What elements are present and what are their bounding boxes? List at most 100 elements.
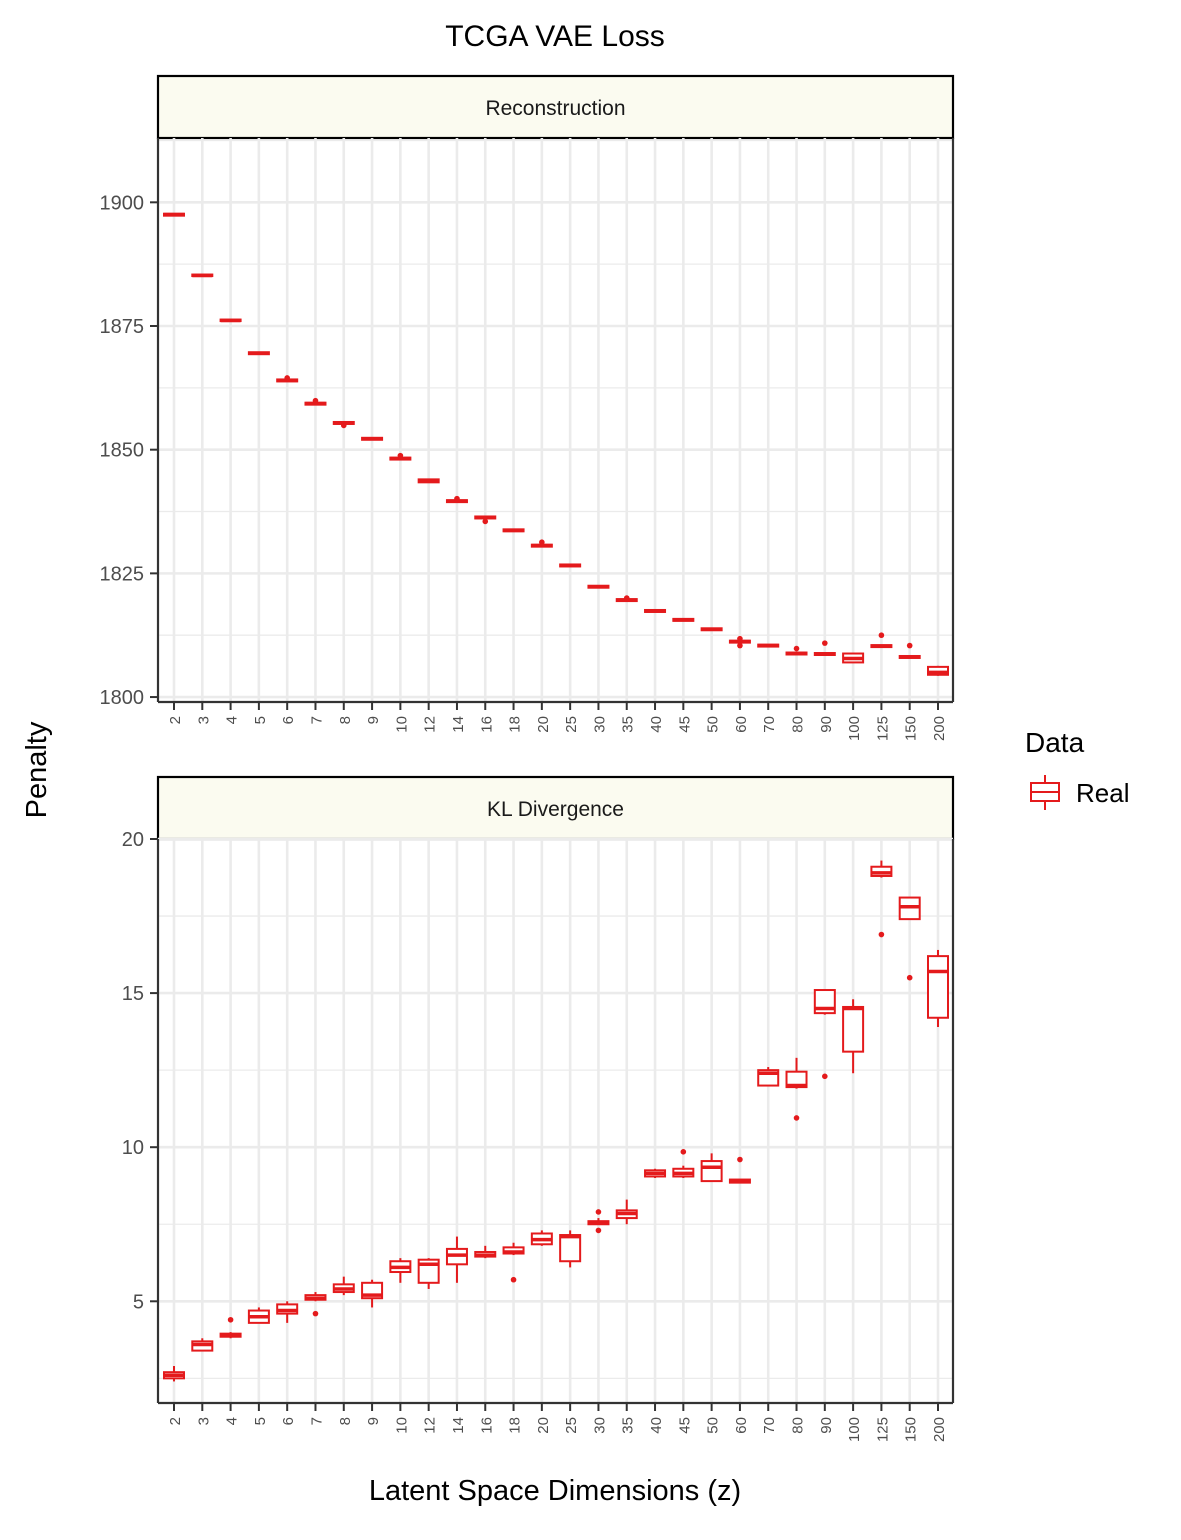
boxplot-3 [191, 1338, 214, 1352]
x-tick-label: 5 [252, 1417, 269, 1425]
boxplot-9 [361, 1279, 384, 1308]
outlier-point [454, 495, 460, 502]
x-tick-label: 8 [337, 716, 354, 724]
x-tick-label: 20 [535, 1417, 552, 1434]
boxplot-25 [559, 1230, 582, 1268]
x-tick-label: 40 [648, 1417, 665, 1434]
x-tick-label: 16 [478, 1417, 495, 1434]
x-tick-label: 60 [733, 1417, 750, 1434]
x-tick-label: 35 [620, 1417, 637, 1434]
y-tick-label: 5 [133, 1291, 144, 1313]
boxplot-50 [700, 627, 723, 632]
boxplot-25 [559, 563, 582, 568]
x-tick-label: 40 [648, 716, 665, 733]
outlier-point [906, 974, 913, 981]
x-tick-label: 30 [591, 716, 608, 733]
boxplot-100 [842, 999, 865, 1074]
x-tick-label: 100 [846, 716, 863, 741]
x-tick-label: 5 [252, 716, 269, 724]
boxplot-45 [672, 617, 695, 622]
x-tick-label: 70 [761, 716, 778, 733]
boxplot-7 [304, 1292, 327, 1317]
y-tick-label: 1800 [100, 687, 145, 709]
outlier-point [878, 931, 885, 938]
boxplot-6 [276, 1301, 299, 1323]
outlier-point [878, 632, 885, 639]
x-tick-label: 100 [846, 1417, 863, 1442]
outlier-point [822, 640, 828, 646]
boxplot-30 [587, 584, 610, 589]
boxplot-30 [587, 1209, 610, 1234]
boxplot-35 [615, 1199, 638, 1225]
x-tick-label: 45 [676, 716, 693, 733]
boxplot-14 [445, 1236, 468, 1283]
boxplot-35 [615, 595, 638, 603]
boxplot-14 [445, 495, 468, 504]
boxplot-9 [361, 436, 384, 441]
x-tick-label: 35 [620, 716, 637, 733]
x-tick-label: 12 [422, 1417, 439, 1434]
x-tick-label: 4 [224, 716, 241, 724]
outlier-point [510, 1276, 517, 1283]
boxplot-90 [813, 640, 836, 657]
boxplot-125 [870, 632, 893, 649]
x-tick-label: 6 [280, 1417, 297, 1425]
x-tick-label: 16 [478, 716, 495, 733]
boxplot-8 [332, 1276, 355, 1296]
outlier-point [284, 375, 290, 381]
y-tick-label: 1825 [100, 563, 145, 585]
boxplot-90 [813, 989, 836, 1080]
legend-title: Data [1025, 727, 1085, 758]
boxplot-80 [785, 645, 808, 656]
box-iqr [927, 955, 949, 1019]
y-tick-label: 1850 [100, 440, 145, 462]
outlier-point [312, 1310, 319, 1317]
boxplot-150 [898, 896, 921, 981]
boxplot-3 [191, 273, 214, 278]
boxplot-150 [898, 642, 921, 659]
x-tick-label: 45 [676, 1417, 693, 1434]
boxplot-2 [163, 1366, 185, 1382]
boxplot-2 [163, 212, 185, 217]
x-tick-label: 12 [422, 716, 439, 733]
boxplot-60 [728, 1156, 751, 1184]
boxplot-70 [757, 643, 780, 648]
outlier-point [822, 1073, 828, 1080]
outlier-point [397, 452, 404, 459]
boxplot-50 [700, 1153, 723, 1183]
x-tick-label: 20 [535, 716, 552, 733]
x-tick-label: 3 [195, 1417, 212, 1425]
legend-entry-real: Real [1076, 778, 1129, 808]
x-tick-label: 8 [337, 1417, 354, 1425]
x-tick-label: 80 [790, 716, 807, 733]
outlier-point [737, 635, 743, 642]
x-axis-label: Latent Space Dimensions (z) [369, 1475, 741, 1507]
x-tick-label: 200 [931, 1417, 948, 1442]
facet-strip-label: KL Divergence [487, 798, 624, 821]
chart-title: TCGA VAE Loss [445, 20, 665, 53]
x-tick-label: 25 [563, 716, 580, 733]
outlier-point [623, 595, 630, 601]
x-tick-label: 9 [365, 716, 382, 724]
box-iqr [842, 1005, 865, 1053]
x-tick-label: 10 [393, 716, 410, 733]
boxplot-12 [417, 1258, 440, 1289]
boxplot-45 [672, 1149, 695, 1179]
boxplot-16 [474, 1245, 497, 1259]
boxplot-10 [389, 452, 412, 461]
boxplot-4 [219, 1316, 242, 1339]
x-tick-label: 200 [931, 716, 948, 741]
outlier-point [793, 645, 800, 652]
boxplot-7 [304, 397, 327, 406]
boxplot-16 [474, 515, 497, 525]
x-tick-label: 25 [563, 1417, 580, 1434]
y-tick-label: 1900 [100, 192, 145, 214]
outlier-point [793, 1115, 800, 1121]
legend: Data Real [1025, 727, 1129, 810]
x-tick-label: 70 [761, 1417, 778, 1434]
x-tick-label: 150 [903, 1417, 920, 1442]
outlier-point [340, 422, 347, 429]
